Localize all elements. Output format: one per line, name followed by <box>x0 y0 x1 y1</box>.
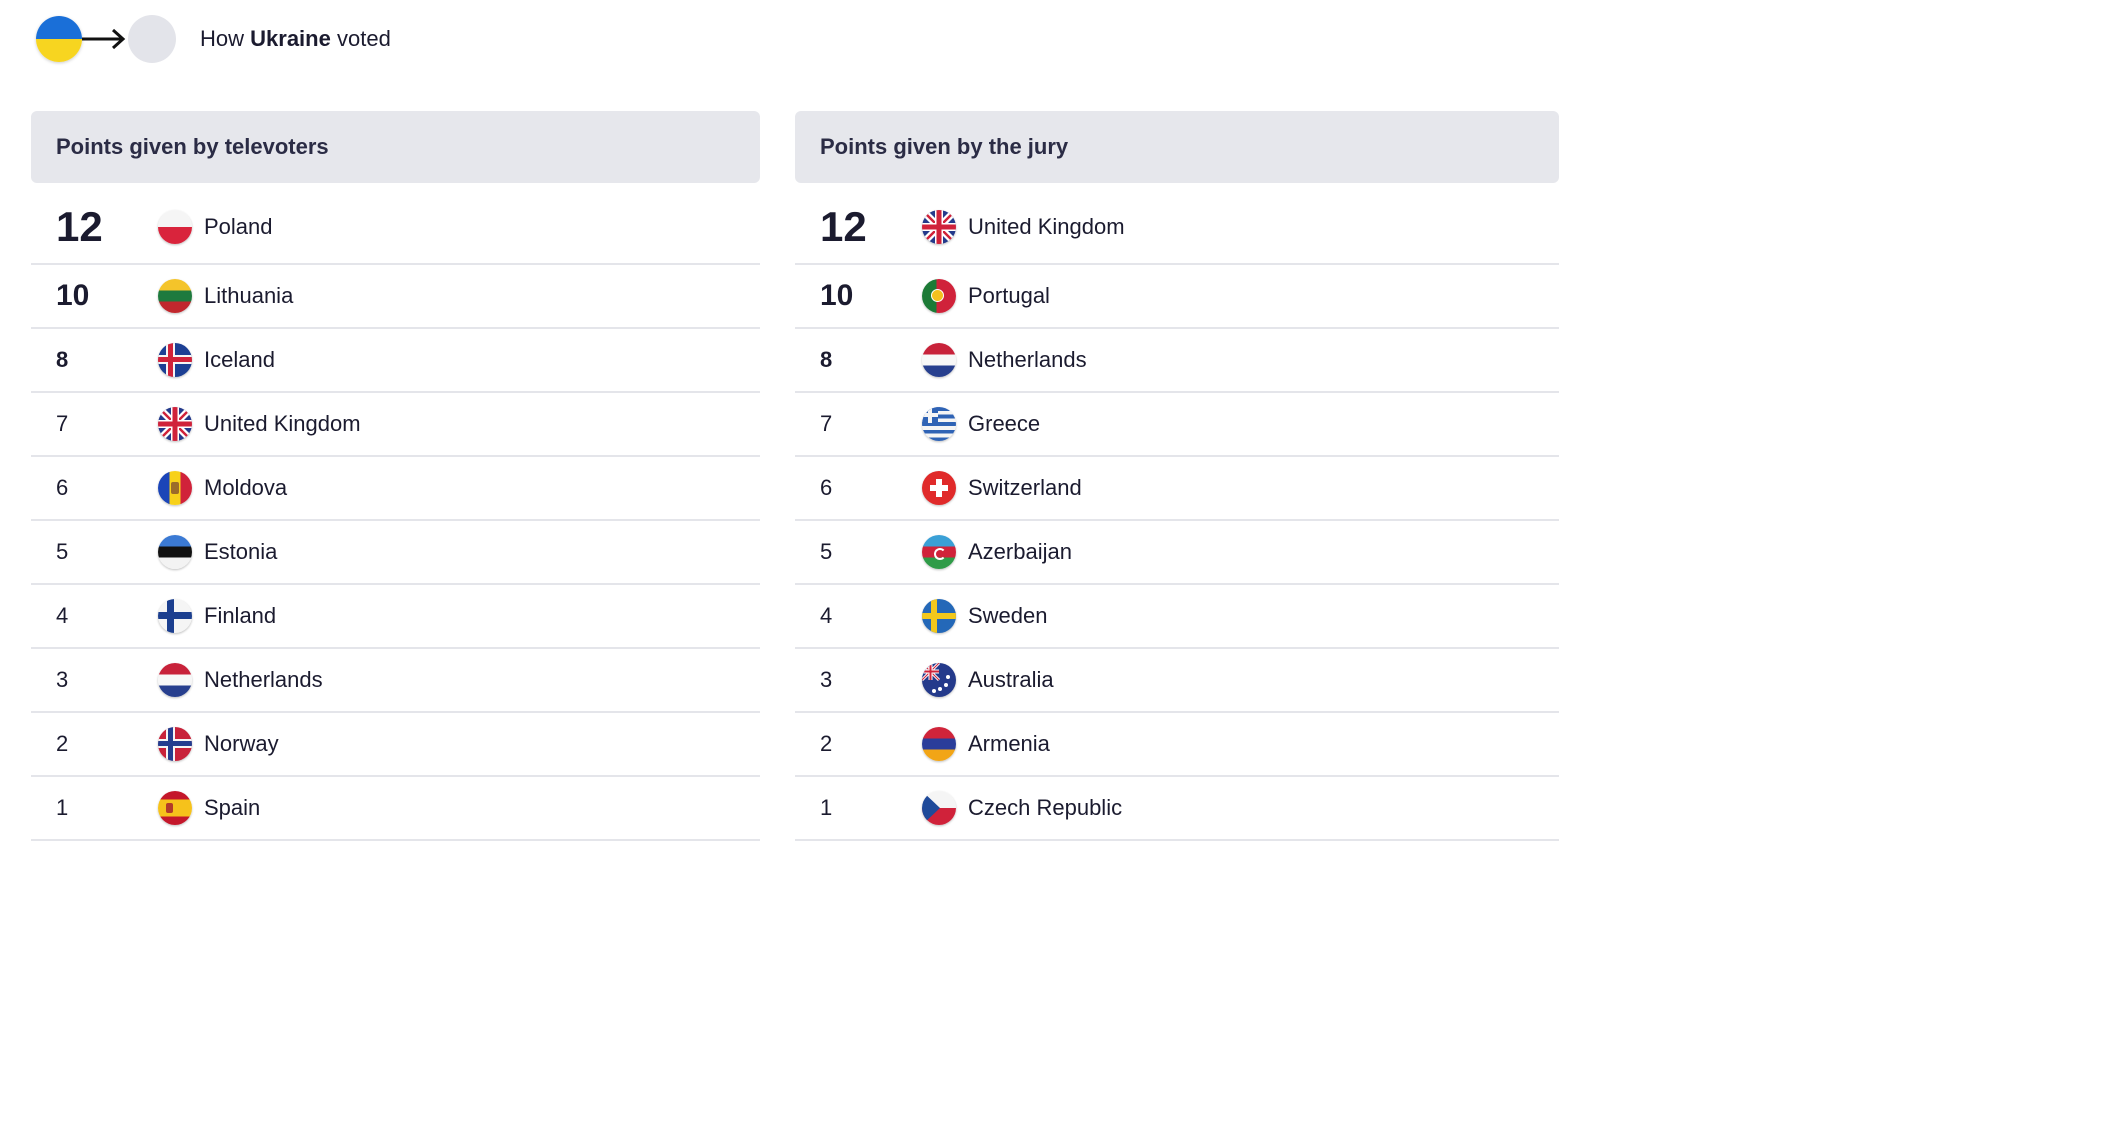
country-name: United Kingdom <box>968 214 1125 239</box>
points-value: 8 <box>56 347 69 372</box>
united-kingdom-flag-icon <box>922 210 956 244</box>
country-name: Poland <box>204 214 273 239</box>
country-name: Lithuania <box>204 283 294 308</box>
points-value: 4 <box>56 603 69 628</box>
points-value: 7 <box>820 411 833 436</box>
televoters-panel: Points given by televoters 12 Poland 10 … <box>31 111 760 841</box>
arrow-right-icon <box>82 28 126 50</box>
points-value: 3 <box>56 667 69 692</box>
country-name: Netherlands <box>968 347 1087 372</box>
title-suffix: voted <box>336 26 391 51</box>
country-name: Greece <box>968 411 1041 436</box>
country-name: Spain <box>204 795 261 820</box>
list-item: 6 Switzerland <box>795 457 1559 521</box>
poland-flag-icon <box>158 210 192 244</box>
points-value: 12 <box>820 203 867 250</box>
country-name: Azerbaijan <box>968 539 1072 564</box>
country-name: Moldova <box>204 475 288 500</box>
australia-flag-icon <box>922 663 956 697</box>
country-name: Sweden <box>968 603 1048 628</box>
title-prefix: How <box>200 26 245 51</box>
points-value: 4 <box>820 603 833 628</box>
list-item: 5 Estonia <box>31 521 760 585</box>
country-name: Finland <box>204 603 277 628</box>
televoters-list: 12 Poland 10 Lithuania 8 Iceland 7 <box>31 191 760 841</box>
united-kingdom-flag-icon <box>158 407 192 441</box>
sweden-flag-icon <box>922 599 956 633</box>
points-value: 2 <box>820 731 833 756</box>
country-name: Armenia <box>968 731 1050 756</box>
list-item: 8 Iceland <box>31 329 760 393</box>
jury-list: 12 United Kingdom 10 P <box>795 191 1559 841</box>
list-item: 2 Norway <box>31 713 760 777</box>
points-value: 7 <box>56 411 69 436</box>
points-value: 12 <box>56 203 103 250</box>
country-name: Netherlands <box>204 667 323 692</box>
list-item: 10 Lithuania <box>31 265 760 329</box>
estonia-flag-icon <box>158 535 192 569</box>
points-value: 8 <box>820 347 833 372</box>
list-item: 5 Azerbaijan <box>795 521 1559 585</box>
moldova-flag-icon <box>158 471 192 505</box>
points-value: 3 <box>820 667 833 692</box>
points-value: 5 <box>820 539 833 564</box>
list-item: 8 Netherlands <box>795 329 1559 393</box>
country-name: Portugal <box>968 283 1050 308</box>
list-item: 6 Moldova <box>31 457 760 521</box>
list-item: 12 Poland <box>31 191 760 265</box>
recipient-placeholder-icon <box>128 15 176 63</box>
points-value: 10 <box>56 279 90 312</box>
points-value: 6 <box>820 475 833 500</box>
country-name: Australia <box>968 667 1054 692</box>
list-item: 4 Sweden <box>795 585 1559 649</box>
list-item: 7 Greece <box>795 393 1559 457</box>
points-value: 5 <box>56 539 69 564</box>
title-country: Ukraine <box>250 26 331 51</box>
country-name: Czech Republic <box>968 795 1123 820</box>
netherlands-flag-icon <box>922 343 956 377</box>
country-name: United Kingdom <box>204 411 361 436</box>
country-name: Switzerland <box>968 475 1082 500</box>
televoters-panel-title: Points given by televoters <box>31 111 760 183</box>
list-item: 12 United Kingdom <box>795 191 1559 265</box>
page-title: How Ukraine voted <box>200 26 391 52</box>
list-item: 3 Australia <box>795 649 1559 713</box>
points-value: 1 <box>820 795 833 820</box>
greece-flag-icon <box>922 407 956 441</box>
list-item: 2 Armenia <box>795 713 1559 777</box>
country-name: Iceland <box>204 347 275 372</box>
lithuania-flag-icon <box>158 279 192 313</box>
norway-flag-icon <box>158 727 192 761</box>
country-name: Norway <box>204 731 279 756</box>
spain-flag-icon <box>158 791 192 825</box>
switzerland-flag-icon <box>922 471 956 505</box>
country-name: Estonia <box>204 539 278 564</box>
list-item: 4 Finland <box>31 585 760 649</box>
list-item: 3 Netherlands <box>31 649 760 713</box>
azerbaijan-flag-icon <box>922 535 956 569</box>
points-value: 2 <box>56 731 69 756</box>
list-item: 10 Portugal <box>795 265 1559 329</box>
finland-flag-icon <box>158 599 192 633</box>
voting-results-page: How Ukraine voted Points given by televo… <box>31 15 1559 841</box>
czech-republic-flag-icon <box>922 791 956 825</box>
jury-panel: Points given by the jury 12 United Kingd… <box>795 111 1559 841</box>
points-value: 6 <box>56 475 69 500</box>
armenia-flag-icon <box>922 727 956 761</box>
vote-header: How Ukraine voted <box>36 15 391 63</box>
iceland-flag-icon <box>158 343 192 377</box>
points-value: 1 <box>56 795 69 820</box>
list-item: 7 United Kingdom <box>31 393 760 457</box>
list-item: 1 Spain <box>31 777 760 841</box>
ukraine-flag-icon <box>36 16 82 62</box>
list-item: 1 Czech Republic <box>795 777 1559 841</box>
portugal-flag-icon <box>922 279 956 313</box>
jury-panel-title: Points given by the jury <box>795 111 1559 183</box>
points-value: 10 <box>820 279 854 312</box>
netherlands-flag-icon <box>158 663 192 697</box>
